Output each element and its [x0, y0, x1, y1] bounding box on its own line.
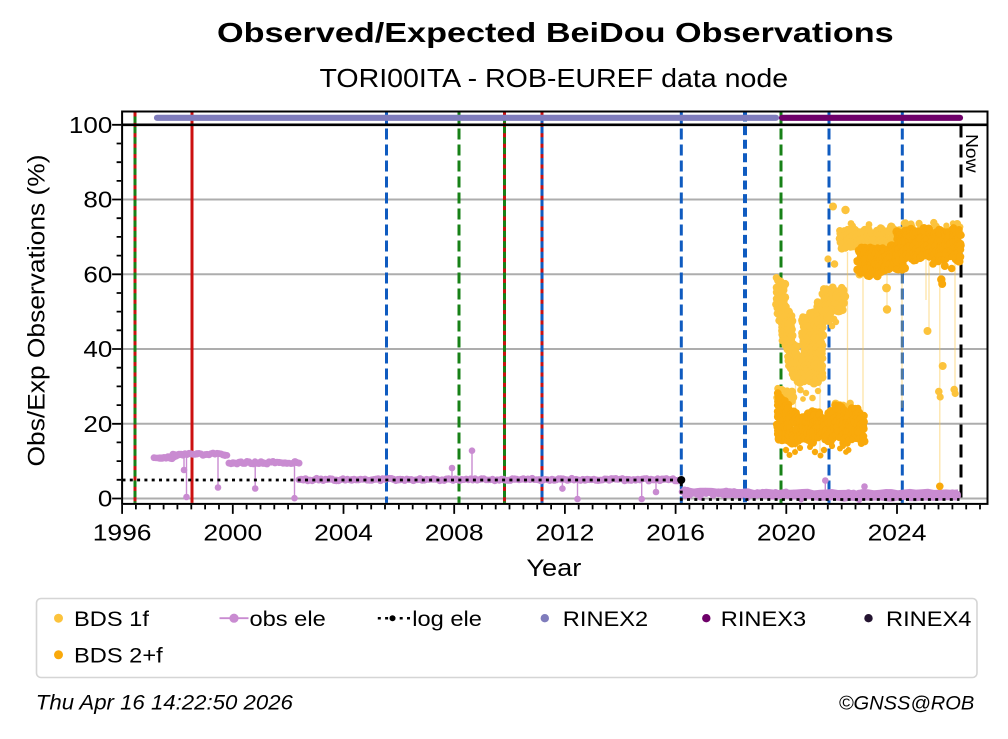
svg-text:40: 40 [83, 338, 112, 363]
svg-text:100: 100 [69, 113, 112, 138]
svg-text:obs ele: obs ele [250, 607, 326, 631]
svg-text:BDS 1f: BDS 1f [74, 607, 150, 631]
svg-text:2008: 2008 [425, 521, 484, 546]
svg-text:0: 0 [98, 487, 112, 512]
svg-text:Observed/Expected BeiDou Obser: Observed/Expected BeiDou Observations [217, 17, 894, 48]
svg-text:2016: 2016 [646, 521, 705, 546]
svg-text:60: 60 [83, 263, 112, 288]
svg-text:log ele: log ele [412, 607, 482, 631]
svg-text:RINEX4: RINEX4 [886, 607, 971, 631]
svg-text:BDS 2+f: BDS 2+f [74, 644, 163, 668]
svg-text:RINEX3: RINEX3 [721, 607, 806, 631]
svg-text:Thu Apr 16 14:22:50 2026: Thu Apr 16 14:22:50 2026 [36, 690, 294, 715]
svg-text:©GNSS@ROB: ©GNSS@ROB [839, 693, 975, 715]
svg-text:2004: 2004 [314, 521, 373, 546]
svg-text:2020: 2020 [757, 521, 816, 546]
svg-text:2000: 2000 [203, 521, 262, 546]
svg-text:Year: Year [526, 555, 581, 582]
svg-text:20: 20 [83, 412, 112, 437]
svg-text:2024: 2024 [868, 521, 927, 546]
svg-text:Now: Now [962, 134, 982, 173]
svg-text:1996: 1996 [93, 521, 152, 546]
svg-text:TORI00ITA - ROB-EUREF data nod: TORI00ITA - ROB-EUREF data node [319, 63, 788, 93]
svg-text:Obs/Exp Observations (%): Obs/Exp Observations (%) [23, 155, 50, 467]
svg-text:RINEX2: RINEX2 [563, 607, 648, 631]
svg-text:2012: 2012 [535, 521, 594, 546]
svg-text:80: 80 [83, 188, 112, 213]
